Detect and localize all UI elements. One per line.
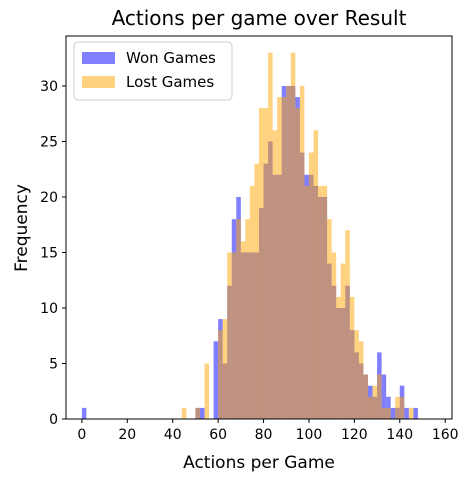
bar-series-0-bin-40: [381, 374, 387, 419]
bar-series-1-bin-0: [181, 407, 187, 419]
x-tick-label-0: 0: [77, 427, 86, 443]
bar-series-0-bin-46: [413, 407, 418, 419]
bar-series-1-bin-36: [367, 396, 373, 419]
bar-series-1-bin-3: [218, 330, 223, 419]
legend-swatch-1: [82, 76, 115, 88]
y-tick-label-5: 25: [40, 134, 58, 150]
bar-series-1-bin-43: [408, 407, 414, 419]
bar-series-0-bin-0: [81, 407, 87, 419]
bar-series-1-bin-12: [259, 108, 264, 419]
y-tick-label-1: 5: [49, 356, 58, 372]
bar-series-1-bin-2: [204, 363, 210, 419]
legend-swatch-0: [82, 52, 115, 64]
bar-series-1-bin-38: [377, 374, 382, 419]
y-tick-label-3: 15: [40, 245, 58, 261]
legend: Won Games Lost Games: [73, 41, 233, 101]
bar-series-1-bin-7: [236, 219, 241, 419]
bar-series-1-bin-29: [336, 296, 341, 419]
x-tick-label-5: 100: [296, 427, 323, 443]
axes-layer: 0 20 40 60 80 100 120 140 160 0 5 10 15 20 25 30: [40, 79, 458, 443]
bar-series-1-bin-31: [345, 230, 350, 419]
y-axis-title: Frequency: [12, 184, 32, 272]
y-tick-label-6: 30: [40, 79, 58, 95]
bar-series-1-bin-40: [386, 407, 391, 419]
bar-series-1-bin-15: [272, 130, 278, 420]
x-tick-label-6: 120: [341, 427, 368, 443]
y-tick-label-0: 0: [49, 412, 58, 428]
bar-series-1-bin-11: [254, 163, 259, 419]
bar-series-1-bin-22: [304, 185, 309, 419]
bar-series-1-bin-17: [281, 97, 287, 419]
bar-series-1-bin-20: [295, 108, 300, 419]
bar-series-1-bin-41: [395, 396, 400, 419]
bar-series-1-bin-35: [363, 374, 368, 419]
bar-series-1-bin-33: [354, 330, 359, 419]
bar-series-1-bin-1: [195, 407, 200, 419]
bar-series-1-bin-19: [290, 52, 296, 420]
plot-frame: [65, 35, 453, 420]
bar-series-1-bin-26: [322, 185, 328, 419]
bar-series-1-bin-27: [327, 219, 332, 419]
chart-title: Actions per game over Result: [112, 6, 407, 30]
bar-series-1-bin-14: [268, 52, 273, 420]
bar-series-1-bin-10: [249, 185, 255, 419]
y-tick-label-2: 10: [40, 301, 58, 317]
bar-series-1-bin-6: [231, 252, 237, 419]
bar-series-1-bin-21: [299, 85, 305, 420]
x-tick-label-2: 40: [164, 427, 182, 443]
bar-series-1-bin-4: [222, 319, 228, 419]
legend-label-0: Won Games: [126, 49, 216, 67]
bar-series-1-bin-42: [399, 396, 405, 419]
bar-series-1-bin-9: [245, 219, 250, 419]
bar-series-1-bin-32: [349, 296, 355, 419]
bar-series-1-bin-18: [286, 85, 291, 420]
bar-series-1-bin-13: [263, 108, 269, 419]
bar-series-0-bin-2: [199, 407, 205, 419]
bar-series-1-bin-39: [381, 407, 387, 419]
legend-label-1: Lost Games: [126, 73, 214, 91]
x-tick-label-4: 80: [255, 427, 273, 443]
bar-series-1-bin-24: [313, 130, 319, 420]
bars-layer: [81, 52, 418, 420]
bar-series-1-bin-16: [277, 97, 282, 419]
y-tick-label-4: 20: [40, 190, 58, 206]
bar-series-1-bin-37: [372, 385, 378, 419]
bar-series-0-bin-45: [404, 407, 409, 419]
x-tick-label-1: 20: [118, 427, 136, 443]
bar-series-1-bin-5: [227, 252, 232, 419]
bar-series-1-bin-30: [340, 263, 346, 419]
x-tick-label-8: 160: [432, 427, 459, 443]
bar-series-1-bin-34: [358, 341, 364, 419]
bar-series-0-bin-42: [390, 407, 396, 419]
bar-series-1-bin-8: [240, 241, 246, 419]
x-tick-label-3: 60: [209, 427, 227, 443]
bar-series-1-bin-28: [331, 252, 337, 419]
x-tick-label-7: 140: [386, 427, 413, 443]
bar-series-1-bin-23: [308, 152, 314, 419]
x-axis-title: Actions per Game: [183, 453, 335, 473]
bar-series-0-bin-3: [213, 341, 219, 419]
bar-series-1-bin-25: [318, 185, 323, 419]
